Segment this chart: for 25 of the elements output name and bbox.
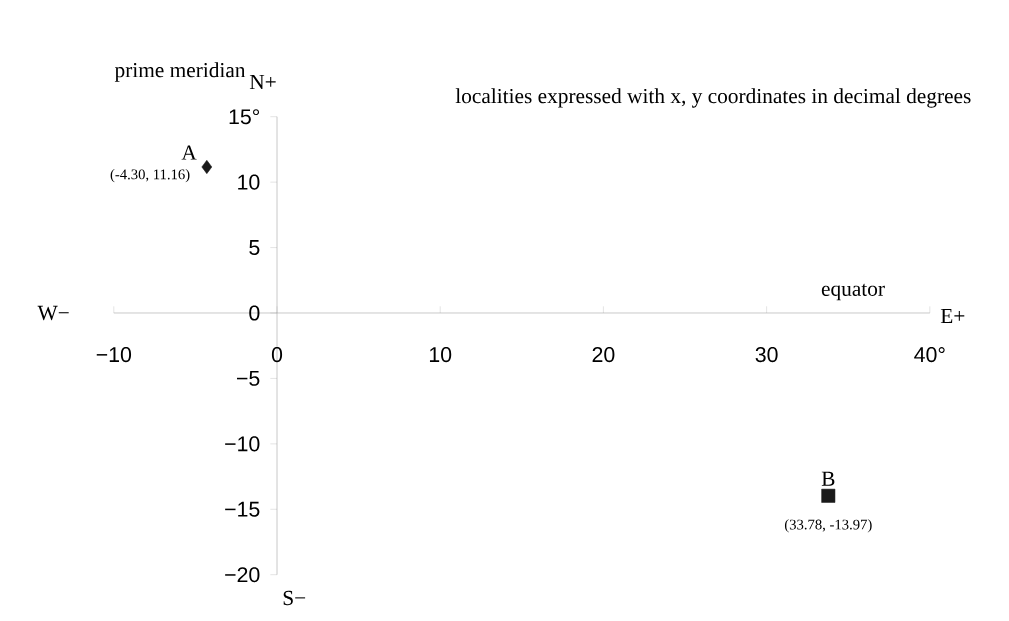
x-tick-label: 10	[429, 347, 452, 363]
y-tick-label: 5	[249, 240, 260, 256]
series-label: A	[181, 145, 197, 160]
x-tick-label: −10	[96, 347, 132, 363]
y-tick-label: −20	[225, 567, 260, 583]
y-tick-label: −15	[225, 501, 260, 517]
x-tick-label: 20	[592, 347, 615, 363]
text: localities expressed with x, y coordinates in decimal degrees	[455, 88, 971, 108]
y-tick-label: −10	[225, 436, 260, 452]
y-tick-label: 0	[249, 305, 260, 321]
x-tick-label: 0	[271, 347, 283, 363]
text: W−	[37, 305, 69, 321]
x-tick-label: 30	[755, 347, 778, 363]
y-tick-label: 15°	[229, 109, 260, 125]
y-tick-label: 10	[238, 174, 260, 190]
text: E+	[940, 309, 965, 323]
y-tick-label: −5	[237, 370, 260, 386]
text: N+	[249, 75, 276, 89]
data-label: (-4.30, 11.16)	[110, 169, 190, 183]
text: prime meridian	[114, 62, 246, 82]
data-label: (33.78, -13.97)	[784, 519, 872, 533]
series-label: B	[821, 471, 835, 486]
text: S−	[283, 590, 306, 606]
annotation: equator	[821, 283, 885, 301]
x-tick-label: 40°	[914, 347, 945, 363]
